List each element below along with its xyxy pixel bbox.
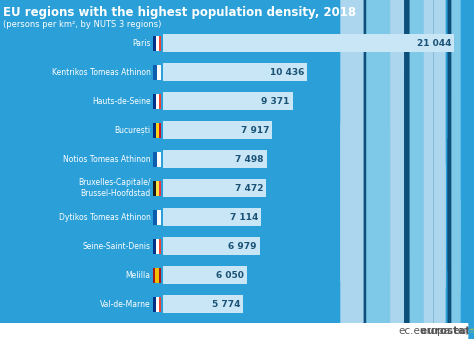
Text: 7 917: 7 917 xyxy=(241,126,270,135)
FancyBboxPatch shape xyxy=(154,152,157,167)
FancyBboxPatch shape xyxy=(163,93,292,111)
FancyBboxPatch shape xyxy=(155,267,159,283)
Text: 6 050: 6 050 xyxy=(216,271,244,280)
FancyBboxPatch shape xyxy=(156,123,159,138)
FancyBboxPatch shape xyxy=(163,295,243,313)
FancyBboxPatch shape xyxy=(154,297,156,312)
FancyBboxPatch shape xyxy=(424,216,433,294)
Text: 7 114: 7 114 xyxy=(230,213,259,222)
Ellipse shape xyxy=(375,0,391,339)
FancyBboxPatch shape xyxy=(163,151,267,168)
FancyBboxPatch shape xyxy=(154,210,157,225)
Ellipse shape xyxy=(400,0,416,339)
Text: Val-de-Marne: Val-de-Marne xyxy=(100,300,151,309)
FancyBboxPatch shape xyxy=(163,266,246,284)
FancyBboxPatch shape xyxy=(351,93,368,265)
FancyBboxPatch shape xyxy=(156,94,159,109)
FancyBboxPatch shape xyxy=(159,36,162,51)
FancyBboxPatch shape xyxy=(154,239,156,254)
Text: Dytikos Tomeas Athinon: Dytikos Tomeas Athinon xyxy=(59,213,151,222)
Ellipse shape xyxy=(381,0,390,339)
Text: EU regions with the highest population density, 2018: EU regions with the highest population d… xyxy=(3,6,356,19)
FancyBboxPatch shape xyxy=(156,297,159,312)
FancyBboxPatch shape xyxy=(159,297,162,312)
Text: ☆: ☆ xyxy=(468,328,474,334)
Ellipse shape xyxy=(424,0,433,339)
FancyBboxPatch shape xyxy=(163,208,261,226)
FancyBboxPatch shape xyxy=(340,123,359,282)
Text: Seine-Saint-Denis: Seine-Saint-Denis xyxy=(82,242,151,251)
FancyBboxPatch shape xyxy=(154,36,156,51)
FancyBboxPatch shape xyxy=(375,89,391,252)
FancyBboxPatch shape xyxy=(157,210,162,225)
Text: 7 472: 7 472 xyxy=(235,184,264,193)
FancyBboxPatch shape xyxy=(163,63,307,81)
FancyBboxPatch shape xyxy=(156,36,159,51)
Ellipse shape xyxy=(352,0,364,339)
Text: ec.europa.eu/: ec.europa.eu/ xyxy=(398,326,470,336)
Text: eurostat: eurostat xyxy=(373,326,470,336)
FancyBboxPatch shape xyxy=(154,94,156,109)
Text: Hauts-de-Seine: Hauts-de-Seine xyxy=(92,97,151,106)
FancyBboxPatch shape xyxy=(426,101,439,254)
FancyBboxPatch shape xyxy=(154,267,155,283)
Text: Paris: Paris xyxy=(132,39,151,48)
Ellipse shape xyxy=(426,0,439,339)
Ellipse shape xyxy=(366,0,383,339)
FancyBboxPatch shape xyxy=(157,65,162,80)
FancyBboxPatch shape xyxy=(163,179,266,197)
FancyBboxPatch shape xyxy=(400,81,416,264)
Text: Melilla: Melilla xyxy=(126,271,151,280)
Ellipse shape xyxy=(433,0,446,339)
FancyBboxPatch shape xyxy=(0,323,474,339)
FancyBboxPatch shape xyxy=(386,91,404,278)
Ellipse shape xyxy=(340,0,359,339)
Text: 10 436: 10 436 xyxy=(270,68,304,77)
Text: 5 774: 5 774 xyxy=(211,300,240,309)
Ellipse shape xyxy=(351,0,368,339)
Text: 9 371: 9 371 xyxy=(262,97,290,106)
Text: 7 498: 7 498 xyxy=(236,155,264,164)
Text: 6 979: 6 979 xyxy=(228,242,257,251)
Text: Bruxelles-Capitale/
Brussel-Hoofdstad: Bruxelles-Capitale/ Brussel-Hoofdstad xyxy=(78,178,151,198)
FancyBboxPatch shape xyxy=(159,123,162,138)
Ellipse shape xyxy=(447,0,459,339)
FancyBboxPatch shape xyxy=(410,119,425,281)
Ellipse shape xyxy=(410,0,425,339)
FancyBboxPatch shape xyxy=(159,94,162,109)
FancyBboxPatch shape xyxy=(451,200,461,292)
FancyBboxPatch shape xyxy=(159,267,162,283)
FancyBboxPatch shape xyxy=(163,35,454,53)
FancyBboxPatch shape xyxy=(163,237,259,255)
FancyBboxPatch shape xyxy=(159,239,162,254)
FancyBboxPatch shape xyxy=(433,165,446,287)
Text: București: București xyxy=(115,126,151,135)
FancyBboxPatch shape xyxy=(154,65,157,80)
FancyBboxPatch shape xyxy=(381,206,390,292)
FancyBboxPatch shape xyxy=(163,121,273,139)
Circle shape xyxy=(469,0,474,339)
FancyBboxPatch shape xyxy=(154,181,156,196)
Text: Notios Tomeas Athinon: Notios Tomeas Athinon xyxy=(63,155,151,164)
Ellipse shape xyxy=(451,0,461,339)
FancyBboxPatch shape xyxy=(157,152,162,167)
FancyBboxPatch shape xyxy=(159,181,162,196)
FancyBboxPatch shape xyxy=(366,107,383,280)
FancyBboxPatch shape xyxy=(156,181,159,196)
Text: Kentrikos Tomeas Athinon: Kentrikos Tomeas Athinon xyxy=(52,68,151,77)
FancyBboxPatch shape xyxy=(447,139,459,271)
FancyBboxPatch shape xyxy=(154,123,156,138)
FancyBboxPatch shape xyxy=(352,188,364,290)
FancyBboxPatch shape xyxy=(156,239,159,254)
Text: 21 044: 21 044 xyxy=(417,39,451,48)
Text: (persons per km², by NUTS 3 regions): (persons per km², by NUTS 3 regions) xyxy=(3,20,161,29)
Ellipse shape xyxy=(386,0,404,339)
